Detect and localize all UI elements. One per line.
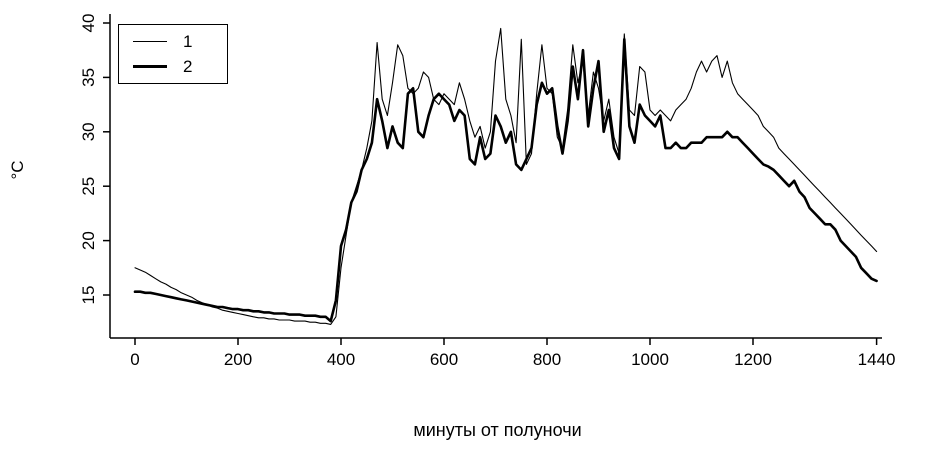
x-tick-label: 0: [130, 350, 139, 369]
y-tick-label: 35: [79, 68, 98, 87]
legend-label-1: 1: [183, 32, 193, 51]
legend-line-sample-thick: [133, 65, 167, 68]
y-axis-title: °C: [8, 160, 27, 180]
x-tick-label: 1000: [631, 350, 669, 369]
x-tick-label: 400: [327, 350, 355, 369]
x-tick-label: 1200: [734, 350, 772, 369]
x-axis-title: минуты от полуночи: [413, 420, 582, 440]
y-tick-label: 40: [79, 14, 98, 33]
legend-item-2: 2: [133, 58, 227, 75]
x-tick-label: 200: [224, 350, 252, 369]
legend: 1 2: [118, 24, 228, 84]
series-2-line: [133, 37, 878, 323]
y-tick-label: 20: [79, 231, 98, 250]
legend-item-1: 1: [133, 33, 227, 50]
y-tick-label: 30: [79, 122, 98, 141]
y-tick-label: 15: [79, 286, 98, 305]
y-tick-label: 25: [79, 177, 98, 196]
legend-label-2: 2: [183, 57, 193, 76]
series-1-line: [134, 27, 878, 325]
legend-line-sample-thin: [133, 41, 167, 42]
x-tick-label: 600: [430, 350, 458, 369]
x-tick-label: 800: [533, 350, 561, 369]
x-tick-label: 1440: [858, 350, 896, 369]
